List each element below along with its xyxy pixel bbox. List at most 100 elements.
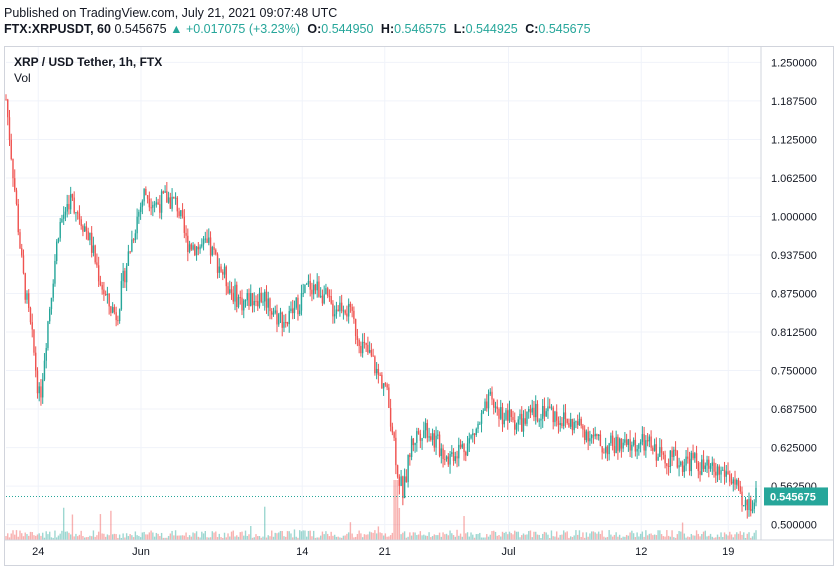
candle (493, 398, 495, 415)
volume-bar (687, 536, 689, 540)
volume-bar (459, 533, 462, 540)
volume-bar (578, 530, 581, 540)
candle (76, 210, 79, 220)
candle (97, 256, 100, 287)
candle (454, 451, 457, 464)
candle (580, 416, 582, 429)
candle (155, 196, 158, 208)
candle (344, 309, 346, 316)
candle (305, 282, 308, 285)
candle (566, 418, 568, 425)
price-tick-label: 1.187500 (771, 96, 817, 108)
volume-bar (381, 533, 383, 540)
volume-bar (96, 535, 98, 540)
candle (557, 416, 560, 434)
volume-bar (641, 531, 644, 540)
candle (190, 242, 193, 251)
volume-bar (122, 533, 124, 540)
volume-bar (732, 537, 734, 540)
volume-bar (604, 537, 607, 540)
volume-bar (21, 533, 23, 540)
candle (204, 231, 207, 243)
candle (361, 333, 364, 358)
candle (507, 403, 509, 430)
candle (576, 414, 579, 429)
volume-bar (115, 534, 117, 540)
volume-bar (524, 534, 526, 540)
candle (304, 284, 306, 294)
candle (639, 439, 642, 453)
volume-bar (496, 535, 498, 540)
volume-bar (564, 532, 567, 540)
volume-bar (393, 480, 395, 540)
volume-bar (601, 530, 603, 540)
candle (470, 434, 472, 440)
candle (375, 362, 378, 380)
volume-bar (533, 531, 535, 540)
volume-bar (522, 533, 525, 540)
candle (526, 411, 528, 427)
candle (106, 286, 109, 304)
candle (365, 342, 367, 353)
candle (489, 388, 491, 396)
candle (99, 275, 102, 287)
candle (258, 287, 261, 309)
volume-bar (748, 532, 750, 540)
candle (276, 304, 278, 333)
volume-bar (173, 535, 175, 540)
volume-bar (206, 537, 208, 540)
volume-bar (657, 530, 659, 540)
volume-bar (673, 537, 675, 540)
volume-bar (510, 533, 512, 540)
candle (487, 389, 490, 416)
volume-bar (540, 537, 542, 540)
candle (428, 427, 430, 442)
volume-bar (503, 532, 505, 540)
candle (575, 420, 577, 429)
volume-bar (741, 534, 743, 540)
candle (720, 466, 722, 483)
volume-bar (648, 533, 651, 540)
candle (50, 297, 53, 315)
candle (505, 407, 507, 421)
candle (528, 406, 530, 419)
volume-bar (99, 514, 102, 540)
candle (529, 404, 532, 419)
volume-bar (521, 535, 523, 540)
volume-bar (319, 535, 322, 540)
candle (307, 274, 310, 288)
volume-bar (575, 530, 577, 540)
candle (538, 418, 540, 427)
published-line: Published on TradingView.com, July 21, 2… (4, 6, 338, 20)
volume-bar (71, 514, 74, 540)
candle (318, 276, 320, 298)
candle (451, 445, 453, 457)
volume-bar (229, 536, 231, 540)
candle (533, 401, 535, 422)
volume-bar (426, 535, 429, 540)
volume-legend: Vol (14, 71, 31, 85)
volume-bar (330, 531, 332, 540)
volume-bar (302, 530, 304, 540)
volume-bar (162, 537, 165, 540)
volume-bar (587, 536, 589, 540)
volume-bar (753, 532, 755, 540)
volume-bar (64, 531, 67, 540)
candle (103, 281, 105, 301)
volume-bar (725, 534, 727, 540)
volume-bar (150, 530, 152, 540)
candle (384, 382, 387, 387)
candle (159, 195, 161, 219)
volume-bar (188, 535, 191, 540)
change-value: +0.017075 (+3.23%) (185, 22, 300, 36)
candle (694, 451, 696, 463)
volume-bar (744, 537, 747, 540)
candle (14, 169, 16, 193)
chart-frame[interactable] (4, 46, 834, 566)
volume-bar (148, 532, 151, 540)
candle (610, 432, 612, 446)
candle (178, 207, 180, 219)
candle (564, 403, 567, 428)
candle (290, 301, 292, 314)
